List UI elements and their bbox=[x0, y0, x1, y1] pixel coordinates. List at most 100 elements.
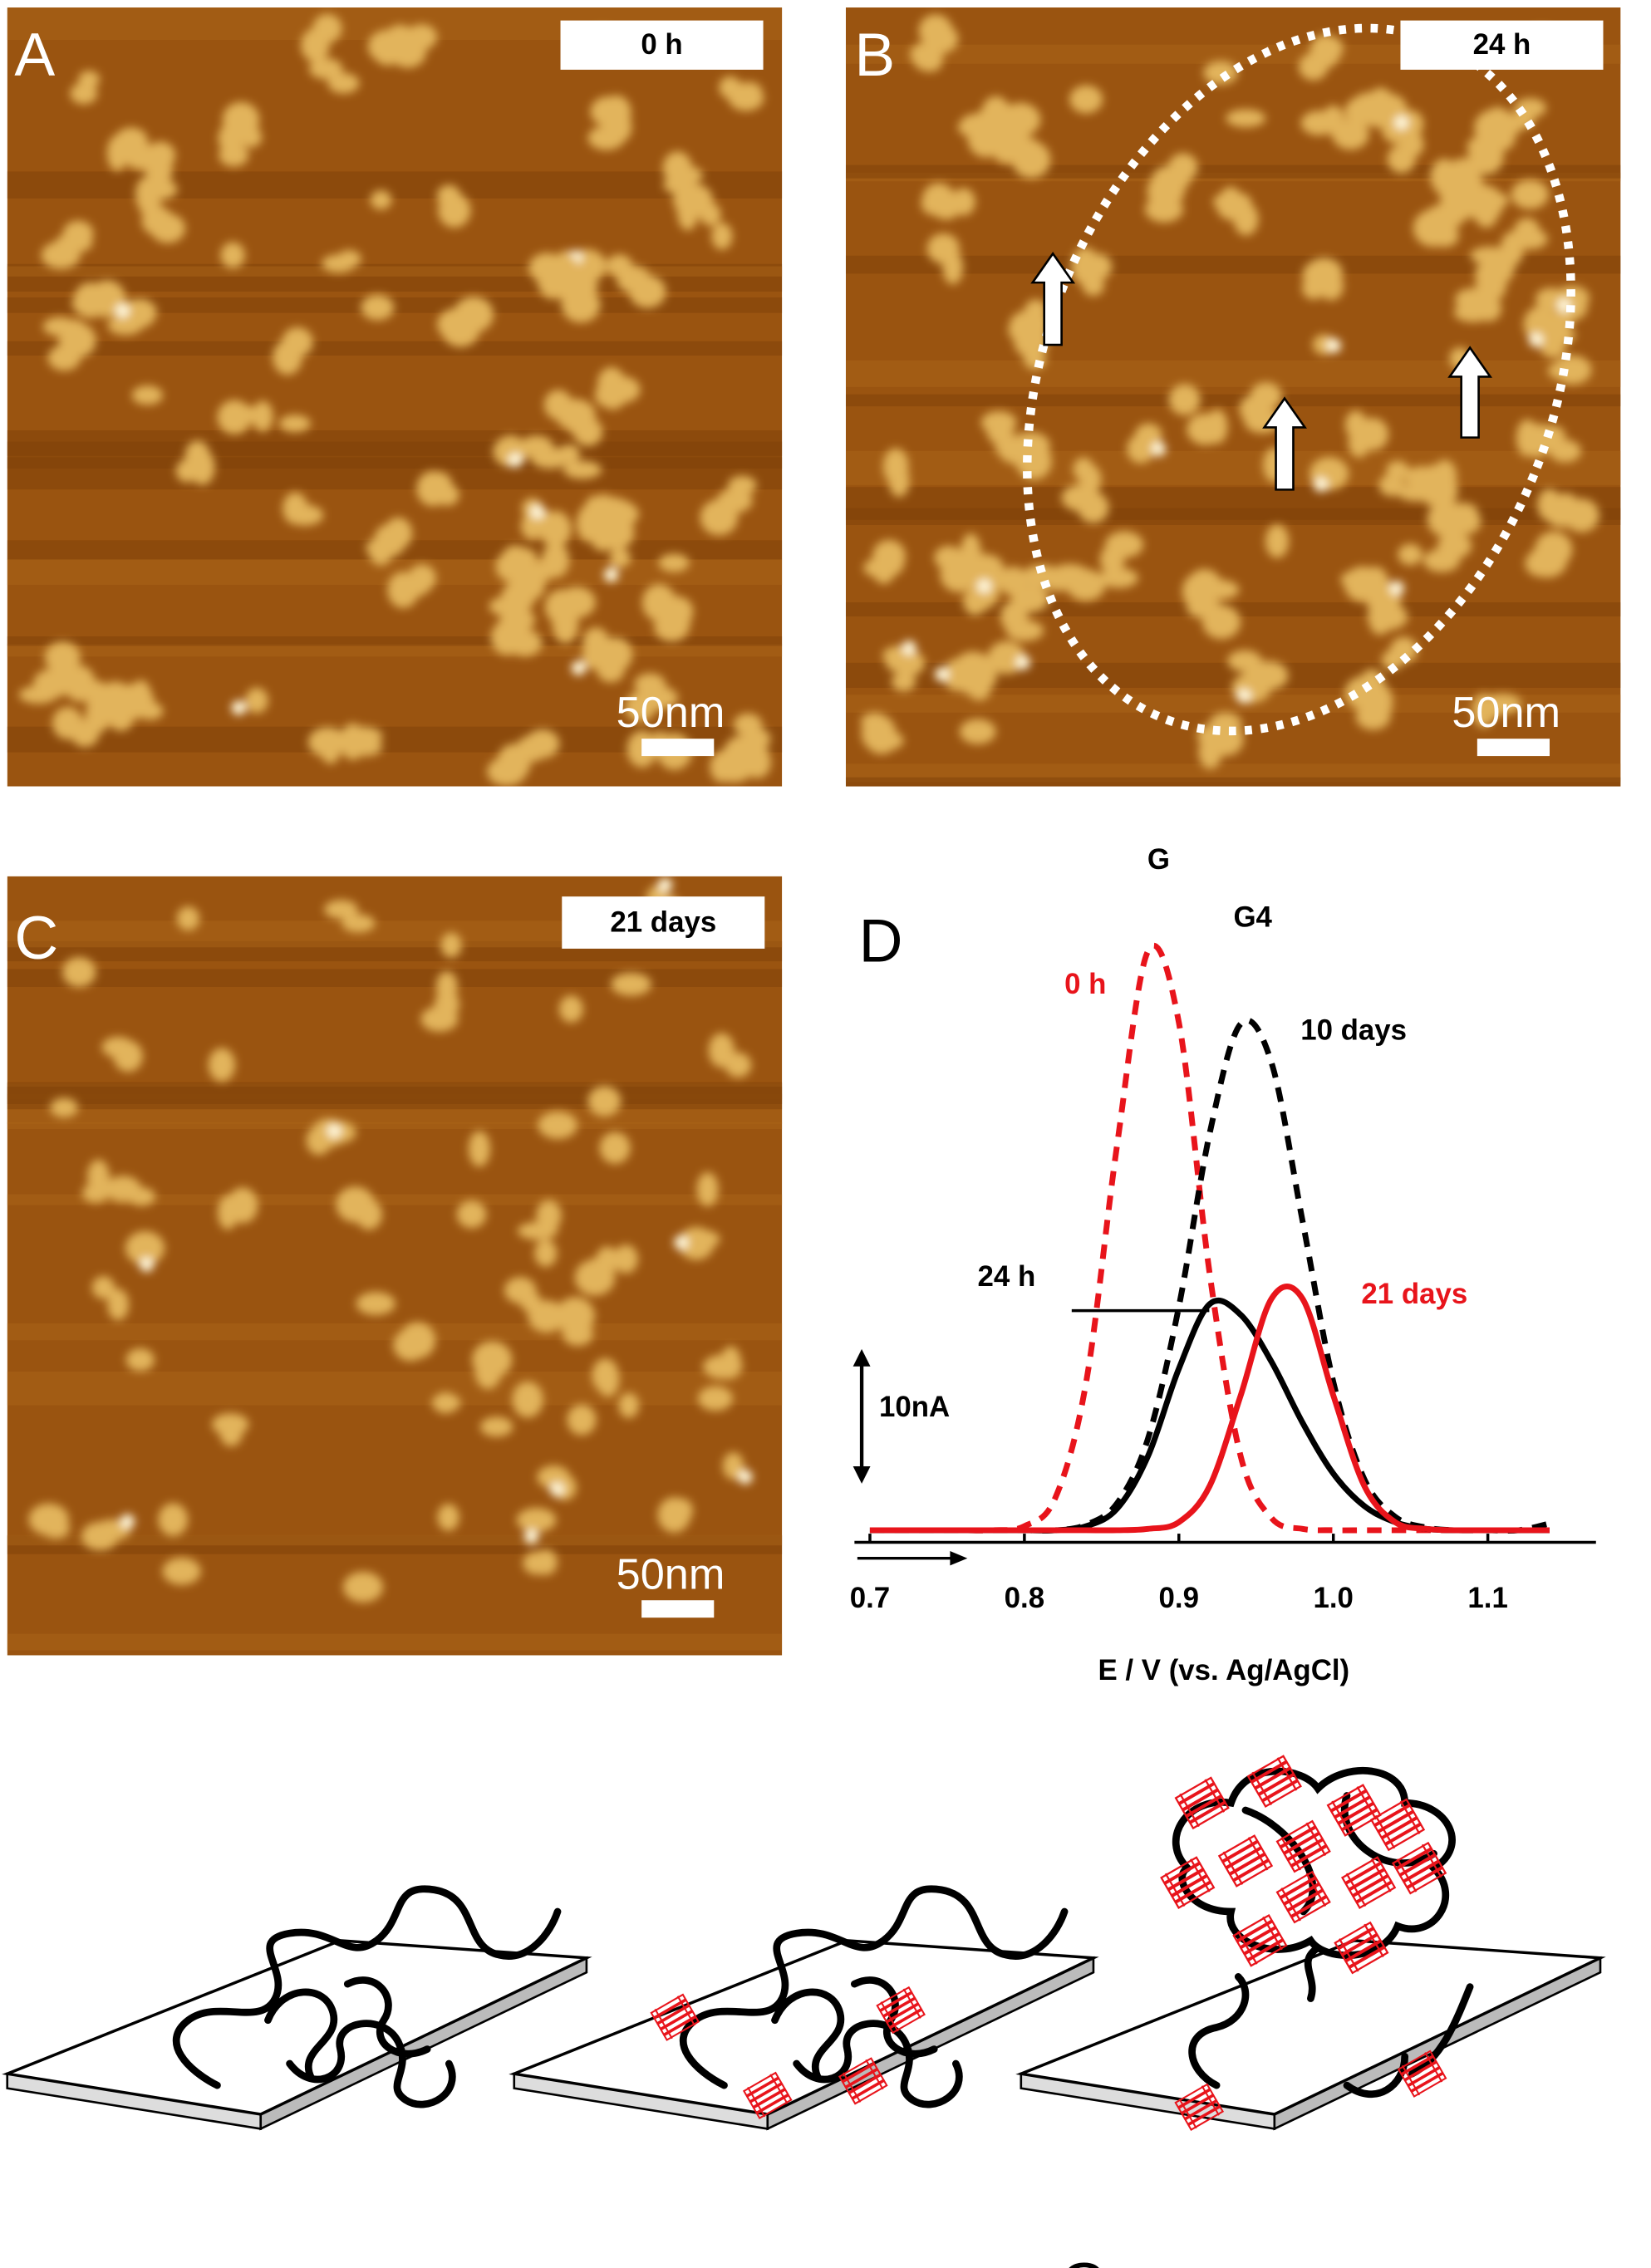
afm-bright bbox=[738, 1470, 753, 1485]
afm-blob bbox=[361, 294, 395, 321]
g4-axis bbox=[1331, 1800, 1352, 1834]
g4-axis bbox=[1280, 1837, 1301, 1871]
afm-blob bbox=[611, 972, 651, 996]
afm-blob bbox=[867, 732, 896, 754]
afm-blob bbox=[1455, 288, 1488, 312]
g4-marker bbox=[742, 2071, 793, 2120]
afm-blob bbox=[708, 1033, 735, 1068]
afm-bright bbox=[902, 641, 916, 655]
g4-plane bbox=[882, 1997, 920, 2023]
g4-plane bbox=[1174, 1881, 1216, 1909]
afm-blob bbox=[1423, 548, 1461, 572]
afm-blob bbox=[542, 271, 579, 292]
afm-blob bbox=[1305, 258, 1344, 290]
afm-blob bbox=[583, 651, 608, 670]
afm-blob bbox=[1332, 119, 1369, 150]
g4-marker bbox=[1174, 1776, 1230, 1830]
afm-blob bbox=[454, 296, 494, 333]
g4-axis bbox=[1401, 2064, 1421, 2096]
scale-bar bbox=[641, 739, 715, 757]
g4-plane bbox=[1228, 1853, 1270, 1882]
afm-streak bbox=[7, 1534, 783, 1546]
afm-blob bbox=[1511, 179, 1549, 209]
afm-blob bbox=[618, 1392, 640, 1418]
afm-blob bbox=[1152, 176, 1185, 206]
afm-blob bbox=[44, 641, 81, 674]
g4-plane bbox=[1275, 1870, 1317, 1899]
scale-bar-head bbox=[853, 1466, 871, 1484]
afm-streak bbox=[7, 341, 783, 356]
g4-axis bbox=[880, 2001, 899, 2032]
afm-streak bbox=[7, 441, 783, 469]
afm-blob bbox=[370, 190, 392, 210]
g4-axis bbox=[1280, 1888, 1301, 1922]
afm-blob bbox=[1414, 216, 1452, 247]
afm-blob bbox=[78, 71, 100, 89]
g4-axis bbox=[1179, 1793, 1200, 1828]
g4-axis bbox=[1190, 1858, 1211, 1892]
scale-label: 50nm bbox=[617, 1550, 725, 1598]
g4-axis bbox=[1178, 2098, 1197, 2129]
afm-bright bbox=[231, 700, 247, 715]
series-label: 21 days bbox=[1361, 1278, 1467, 1310]
g4-plane bbox=[1410, 2072, 1447, 2098]
afm-blob bbox=[55, 233, 93, 253]
g4-marker bbox=[1174, 2083, 1225, 2131]
afm-blob bbox=[861, 712, 889, 731]
afm-streak bbox=[845, 508, 1621, 525]
g4-axis bbox=[769, 2074, 789, 2104]
time-box bbox=[560, 20, 764, 70]
curve bbox=[869, 942, 1550, 1534]
afm-blob bbox=[128, 1187, 155, 1206]
g4-marker bbox=[1275, 1819, 1331, 1873]
g4-plane bbox=[1286, 1889, 1328, 1917]
afm-bright bbox=[508, 453, 523, 468]
afm-blob bbox=[324, 900, 358, 920]
afm-blob bbox=[1565, 294, 1588, 319]
afm-streak bbox=[7, 1371, 783, 1406]
scale-label: 50nm bbox=[1452, 689, 1560, 737]
afm-blob bbox=[431, 1393, 461, 1412]
afm-blob bbox=[629, 275, 666, 308]
g4-marker bbox=[876, 1986, 926, 2035]
schematic-f: F bbox=[509, 1889, 1099, 2268]
g4-axis bbox=[1374, 1814, 1396, 1849]
afm-streak bbox=[845, 450, 1621, 485]
g4-plane bbox=[1384, 1823, 1426, 1852]
afm-blob bbox=[131, 385, 164, 405]
afm-blob bbox=[437, 1504, 459, 1531]
afm-blob bbox=[219, 1421, 243, 1446]
afm-blob bbox=[1105, 531, 1144, 558]
g4-plane bbox=[656, 2005, 694, 2030]
afm-blob bbox=[1386, 460, 1409, 479]
g4-plane bbox=[1225, 1847, 1266, 1875]
afm-blob bbox=[113, 1040, 143, 1073]
annotation: G4 bbox=[1233, 901, 1272, 934]
afm-streak bbox=[7, 1194, 783, 1205]
g4-marker bbox=[1232, 1913, 1288, 1967]
g4-marker bbox=[1340, 1856, 1397, 1909]
g4-plane bbox=[1340, 1809, 1382, 1837]
afm-blob bbox=[512, 1381, 543, 1418]
g4-plane bbox=[1283, 1883, 1324, 1912]
afm-streak bbox=[845, 360, 1621, 387]
g4-plane bbox=[1236, 1920, 1277, 1949]
g4-axis bbox=[1276, 1757, 1298, 1791]
g4-plane bbox=[1254, 1767, 1295, 1795]
g4-marker bbox=[1275, 1870, 1331, 1924]
scale-bar-head bbox=[853, 1348, 871, 1367]
afm-bright bbox=[1313, 477, 1329, 493]
g4-marker bbox=[1246, 1755, 1302, 1808]
afm-blob bbox=[189, 449, 215, 485]
g4-plane bbox=[876, 1986, 913, 2012]
afm-blob bbox=[219, 143, 249, 167]
afm-blob bbox=[1069, 85, 1103, 114]
scale-bar bbox=[641, 1600, 715, 1618]
panel-label: E bbox=[12, 2260, 52, 2268]
panel-label: C bbox=[14, 904, 58, 972]
afm-blob bbox=[405, 24, 438, 50]
afm-blob bbox=[368, 535, 394, 566]
g4-plane bbox=[1283, 1832, 1324, 1861]
g4-plane bbox=[752, 2089, 789, 2114]
afm-blob bbox=[162, 1557, 201, 1585]
